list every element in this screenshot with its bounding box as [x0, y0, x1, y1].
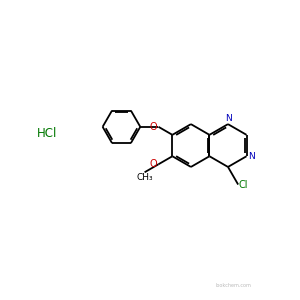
Text: N: N	[248, 152, 255, 161]
Text: CH₃: CH₃	[136, 173, 153, 182]
Text: O: O	[150, 159, 157, 169]
Text: HCl: HCl	[37, 127, 58, 140]
Text: O: O	[150, 122, 157, 132]
Text: N: N	[225, 114, 232, 123]
Text: lookchem.com: lookchem.com	[215, 283, 251, 288]
Text: Cl: Cl	[239, 180, 248, 190]
